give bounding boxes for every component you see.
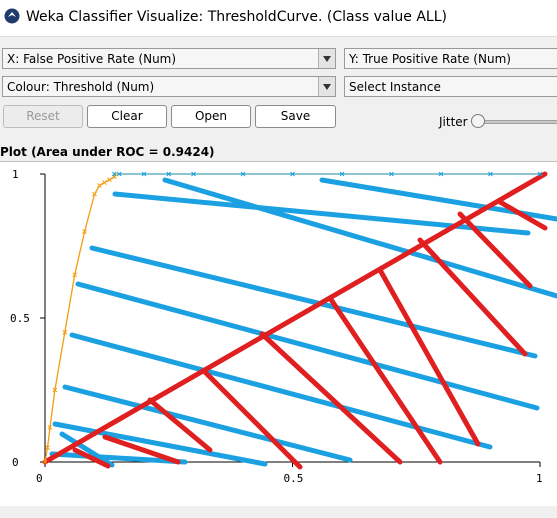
red-marker-stroke [102, 434, 181, 465]
select-instance-label: Select Instance [349, 80, 441, 94]
roc-point [82, 229, 87, 234]
save-button[interactable]: Save [255, 105, 336, 128]
x-tick-label: 0 [36, 472, 43, 485]
colour-select[interactable]: Colour: Threshold (Num) [2, 76, 336, 97]
red-marker-stroke [42, 171, 548, 465]
roc-plot[interactable]: 0 0.5 1 0 0.5 1 [0, 162, 557, 507]
colour-label: Colour: Threshold (Num) [7, 80, 155, 94]
red-marker-stroke [259, 331, 403, 465]
plot-area[interactable]: 0 0.5 1 0 0.5 1 [0, 161, 557, 507]
roc-point [106, 177, 112, 183]
window-title: Weka Classifier Visualize: ThresholdCurv… [26, 9, 447, 25]
x-tick-label: 0.5 [284, 472, 304, 485]
red-marker-stroke [497, 199, 548, 231]
jitter-slider-thumb[interactable] [471, 114, 485, 128]
weka-bird-icon [4, 8, 20, 24]
title-bar: Weka Classifier Visualize: ThresholdCurv… [0, 0, 557, 37]
roc-point [97, 183, 102, 188]
roc-point [62, 330, 68, 335]
y-tick-label: 0 [12, 456, 19, 469]
roc-point [92, 191, 97, 197]
blue-marker-stroke [59, 431, 115, 468]
x-tick-label: 1 [536, 472, 543, 485]
blue-marker-stroke [49, 451, 188, 465]
red-marker-stroke [147, 397, 213, 453]
red-marker-stroke [72, 447, 111, 469]
select-instance-dropdown[interactable]: Select Instance [344, 76, 557, 97]
x-axis-select[interactable]: X: False Positive Rate (Num) [2, 48, 336, 69]
y-axis-select[interactable]: Y: True Positive Rate (Num) [344, 48, 557, 69]
roc-point [111, 171, 117, 177]
roc-point [52, 387, 58, 393]
red-marker-stroke [377, 267, 481, 447]
reset-button[interactable]: Reset [3, 105, 83, 128]
y-tick-label: 0.5 [10, 312, 30, 325]
blue-marker-stroke [62, 384, 353, 463]
open-button[interactable]: Open [171, 105, 251, 128]
roc-point [102, 180, 107, 185]
y-tick-label: 1 [12, 168, 19, 181]
y-axis-label: Y: True Positive Rate (Num) [349, 52, 511, 66]
axis-ticks: 0 0.5 1 0 0.5 1 [10, 168, 543, 485]
roc-point [45, 445, 50, 450]
blue-marker-stroke [162, 177, 557, 299]
threshold-markers [42, 171, 557, 470]
roc-point [72, 272, 78, 278]
blue-marker-stroke [75, 281, 540, 411]
blue-marker-stroke [112, 191, 531, 236]
blue-marker-stroke [89, 245, 538, 359]
red-marker-stroke [202, 369, 303, 470]
status-bar [0, 506, 557, 518]
jitter-label: Jitter [439, 115, 468, 129]
red-marker-stroke [417, 237, 528, 357]
red-marker-stroke [327, 295, 443, 465]
clear-button[interactable]: Clear [87, 105, 167, 128]
x-axis-label: X: False Positive Rate (Num) [7, 52, 177, 66]
red-marker-stroke [457, 211, 533, 289]
chevron-down-icon[interactable] [318, 49, 335, 68]
roc-point [42, 459, 48, 465]
plot-title: Plot (Area under ROC = 0.9424) [0, 145, 215, 159]
blue-marker-stroke [52, 421, 268, 467]
chevron-down-icon[interactable] [318, 77, 335, 96]
jitter-slider-track[interactable] [474, 120, 557, 124]
roc-point [47, 425, 53, 430]
